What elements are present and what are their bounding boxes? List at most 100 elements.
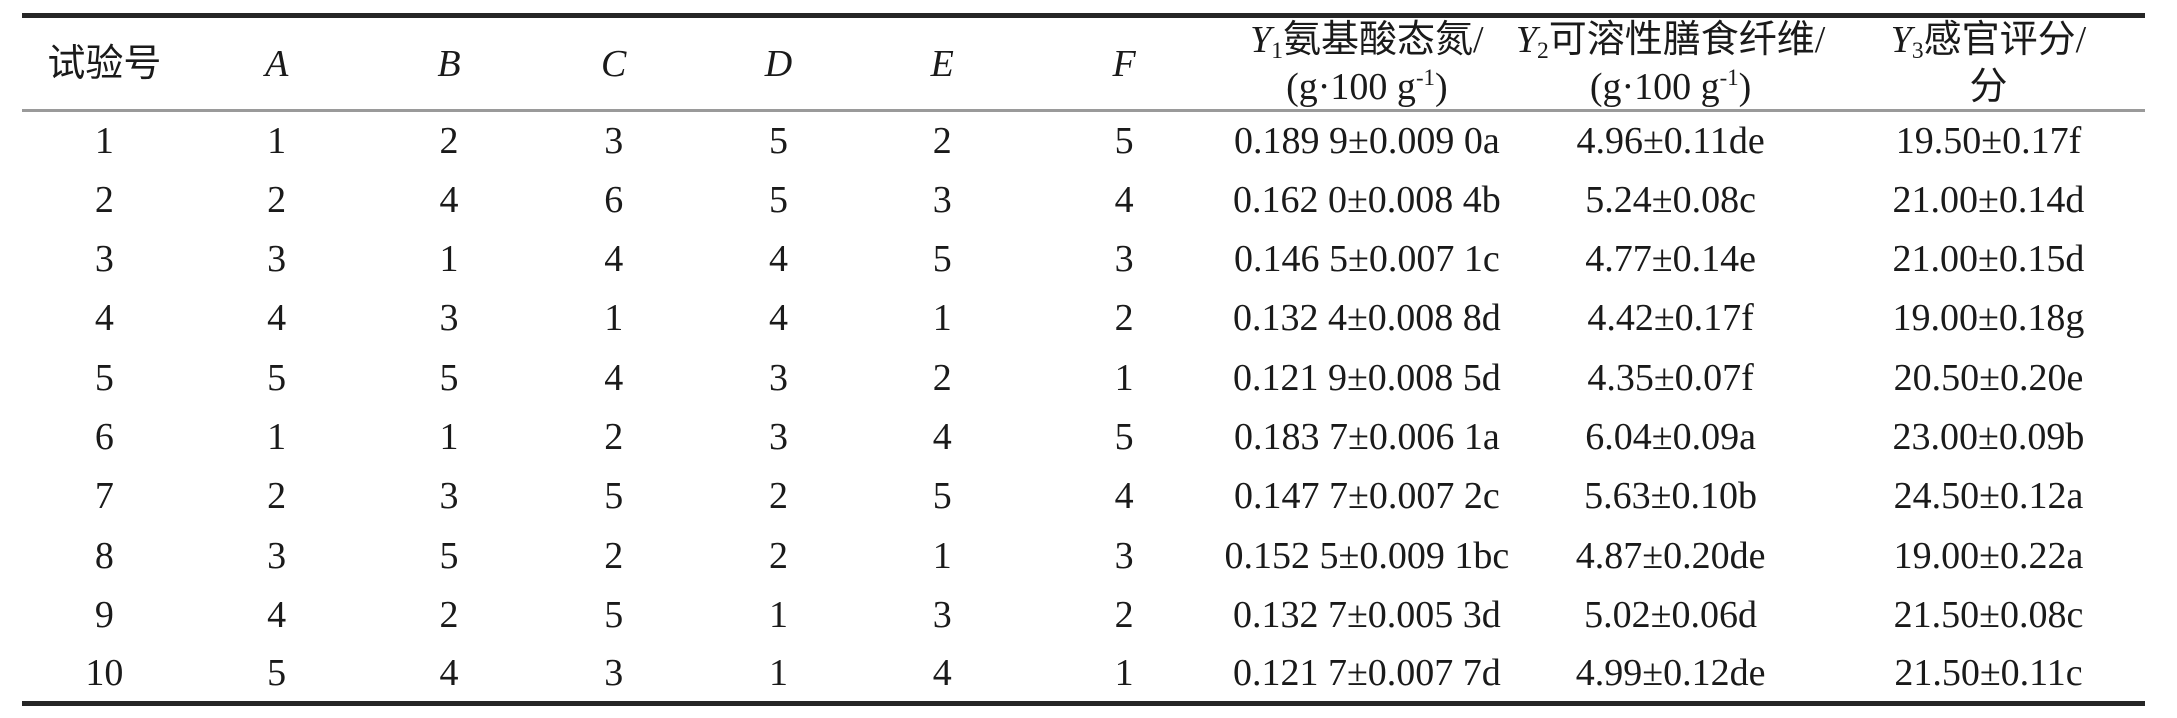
table-cell: 4.96±0.11de [1576, 120, 1765, 163]
table-row: 9 4 2 5 1 3 2 0.132 7±0.005 3d 5.02±0.06d 21.50±0… [22, 585, 2145, 644]
table-cell: 1 [1114, 356, 1134, 399]
table-cell: 21.50±0.11c [1894, 651, 2083, 694]
table-cell: 19.00±0.18g [1892, 297, 2085, 340]
table-cell: 0.147 7±0.007 2c [1234, 475, 1500, 518]
table-cell: 4.87±0.20de [1575, 534, 1766, 577]
y1-name: 氨基酸态氮/ [1283, 19, 1484, 61]
table-cell: 0.152 5±0.009 1bc [1224, 534, 1510, 577]
table-row: 1 1 2 3 5 2 5 0.189 9±0.009 0a 4.96±0.11de 19.50±… [22, 111, 2145, 170]
table-row: 8 3 5 2 2 1 3 0.152 5±0.009 1bc 4.87±0.20de 19.00… [22, 526, 2145, 585]
table-cell: 0.121 7±0.007 7d [1232, 651, 1501, 694]
table-cell: 4 [768, 238, 788, 281]
table-cell: 4 [604, 238, 624, 281]
table-cell: 1 [932, 297, 952, 340]
header-row: 试验号 A B C D E F Y1氨基酸态氮/ (g·100 g-1) Y2可… [22, 16, 2145, 111]
table-cell: 3 [439, 475, 459, 518]
table-cell: 21.00±0.14d [1892, 178, 2085, 221]
table-cell: 3 [604, 120, 624, 163]
table-cell: 5 [267, 651, 287, 694]
table-cell: 5.02±0.06d [1584, 593, 1758, 636]
results-table: 试验号 A B C D E F Y1氨基酸态氮/ (g·100 g-1) Y2可… [22, 13, 2145, 707]
col-header-y3: Y3感官评分/ 分 [1832, 16, 2145, 111]
table-cell: 2 [267, 178, 287, 221]
y1-unit: (g·100 g [1286, 66, 1416, 109]
table-cell: 4 [267, 297, 287, 340]
table-cell: 2 [267, 475, 287, 518]
table-cell: 1 [267, 120, 287, 163]
y3-unit: 分 [1969, 66, 2008, 109]
table-header: 试验号 A B C D E F Y1氨基酸态氮/ (g·100 g-1) Y2可… [22, 16, 2145, 111]
table-cell: 5 [94, 356, 114, 399]
table-cell: 23.00±0.09b [1892, 416, 2085, 459]
table-row: 5 5 5 4 3 2 1 0.121 9±0.008 5d 4.35±0.07f 20.50±0… [22, 348, 2145, 407]
table-cell: 19.00±0.22a [1893, 534, 2084, 577]
y3-subscript: 3 [1911, 38, 1924, 64]
table-cell: 4 [932, 651, 952, 694]
table-cell: 2 [439, 120, 459, 163]
table-cell: 4 [932, 416, 952, 459]
table-cell: 4 [1114, 178, 1134, 221]
table-cell: 1 [94, 120, 114, 163]
table-cell: 2 [94, 178, 114, 221]
table-cell: 5 [768, 178, 788, 221]
table-cell: 4.42±0.17f [1587, 297, 1754, 340]
y1-subscript: 1 [1271, 38, 1284, 64]
table-cell: 4 [439, 651, 459, 694]
y1-unit-close: ) [1434, 66, 1448, 109]
col-header-factor-c: C [601, 42, 627, 85]
table-row: 6 1 1 2 3 4 5 0.183 7±0.006 1a 6.04±0.09a 23.00±0… [22, 407, 2145, 466]
table-cell: 4.77±0.14e [1585, 238, 1756, 281]
table-cell: 1 [267, 416, 287, 459]
col-header-factor-f: F [1112, 42, 1136, 85]
y1-unit-exponent: -1 [1415, 65, 1435, 91]
table-cell: 1 [1114, 651, 1134, 694]
table-row: 4 4 3 1 4 1 2 0.132 4±0.008 8d 4.42±0.17f 19.00±0… [22, 289, 2145, 348]
table-cell: 21.50±0.08c [1893, 593, 2084, 636]
table-cell: 5 [604, 475, 624, 518]
table-cell: 4 [768, 297, 788, 340]
table-cell: 4 [267, 593, 287, 636]
table-cell: 5 [439, 534, 459, 577]
table-cell: 4 [1114, 475, 1134, 518]
table-cell: 6 [604, 178, 624, 221]
table-cell: 24.50±0.12a [1893, 475, 2084, 518]
table-cell: 3 [267, 534, 287, 577]
table-cell: 20.50±0.20e [1893, 356, 2084, 399]
table-cell: 2 [932, 356, 952, 399]
table-cell: 0.183 7±0.006 1a [1234, 416, 1500, 459]
table-cell: 2 [768, 475, 788, 518]
y2-name: 可溶性膳食纤维/ [1548, 19, 1826, 61]
col-header-factor-d: D [764, 42, 793, 85]
table-cell: 3 [94, 238, 114, 281]
table-cell: 1 [604, 297, 624, 340]
table-cell: 7 [94, 475, 114, 518]
table-cell: 0.162 0±0.008 4b [1232, 178, 1501, 221]
table-cell: 3 [604, 651, 624, 694]
table-cell: 5 [604, 593, 624, 636]
y1-symbol: Y [1250, 19, 1272, 61]
y3-symbol: Y [1890, 19, 1912, 61]
table-cell: 3 [932, 593, 952, 636]
table-cell: 3 [439, 297, 459, 340]
table-cell: 0.146 5±0.007 1c [1234, 238, 1500, 281]
table-cell: 19.50±0.17f [1895, 120, 2082, 163]
table-cell: 21.00±0.15d [1892, 238, 2085, 281]
col-header-y1: Y1氨基酸态氮/ (g·100 g-1) [1225, 16, 1510, 111]
table-cell: 3 [932, 178, 952, 221]
table-cell: 3 [267, 238, 287, 281]
table-cell: 2 [439, 593, 459, 636]
table-cell: 0.132 4±0.008 8d [1232, 297, 1501, 340]
y2-symbol: Y [1515, 19, 1537, 61]
table-cell: 3 [768, 416, 788, 459]
table-cell: 1 [768, 593, 788, 636]
table-cell: 0.132 7±0.005 3d [1232, 593, 1501, 636]
table-cell: 2 [1114, 593, 1134, 636]
table-cell: 6 [94, 416, 114, 459]
table-cell: 4 [439, 178, 459, 221]
col-header-y2: Y2可溶性膳食纤维/ (g·100 g-1) [1509, 16, 1832, 111]
table-cell: 2 [768, 534, 788, 577]
y2-unit-close: ) [1738, 66, 1752, 109]
table-cell: 0.189 9±0.009 0a [1234, 120, 1500, 163]
table-cell: 4 [94, 297, 114, 340]
